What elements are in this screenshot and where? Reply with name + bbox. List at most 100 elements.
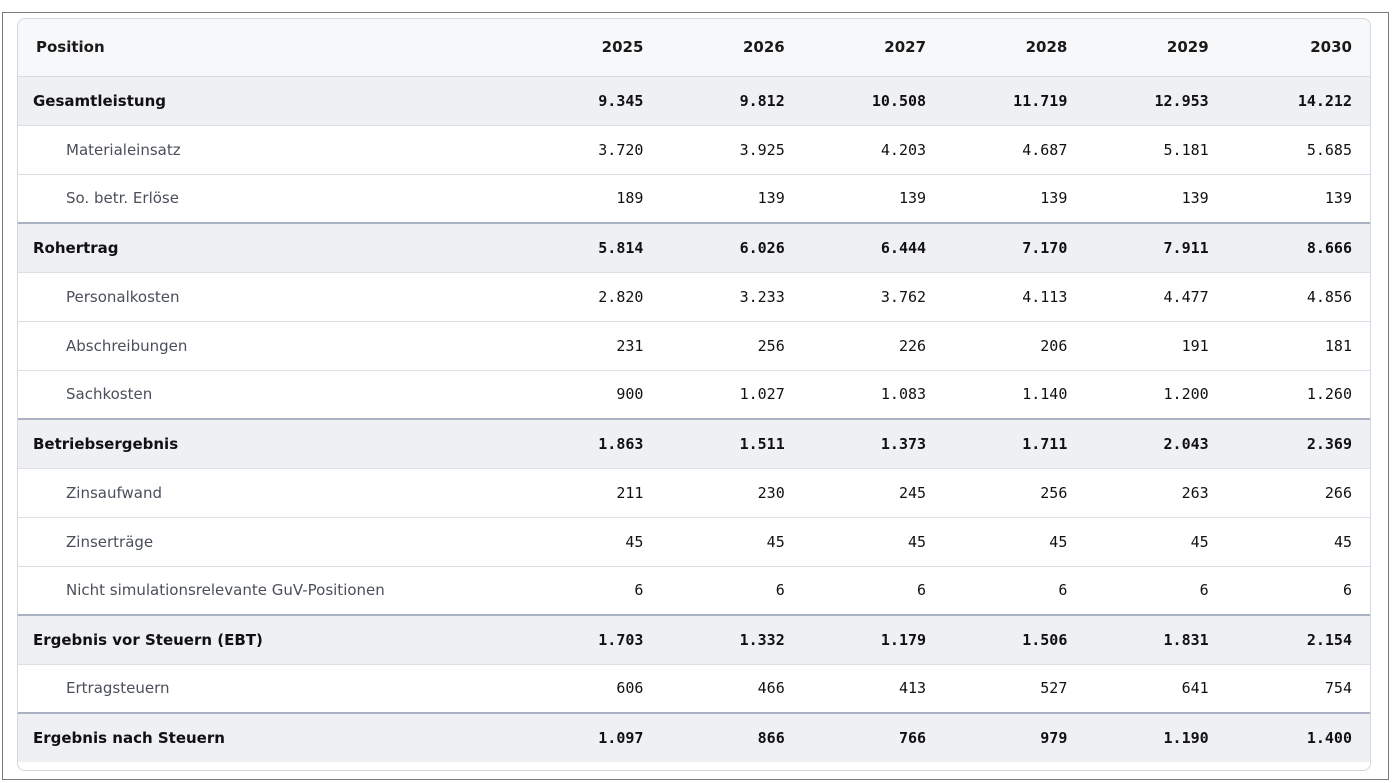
header-year: 2028 xyxy=(944,19,1086,77)
value-cell: 14.212 xyxy=(1226,76,1370,126)
value-cell: 1.190 xyxy=(1085,712,1227,762)
value-cell: 9.345 xyxy=(520,76,662,126)
row-label: Gesamtleistung xyxy=(18,76,521,126)
table-row-total: Ergebnis nach Steuern 1.097 866 766 979 1.190… xyxy=(18,712,1370,762)
table-row: Zinsaufwand 211 230 245 256 263 266 xyxy=(18,468,1370,518)
value-cell: 466 xyxy=(661,664,803,714)
row-label: Rohertrag xyxy=(18,222,521,273)
value-cell: 1.260 xyxy=(1226,370,1370,420)
value-cell: 4.113 xyxy=(944,272,1086,322)
value-cell: 139 xyxy=(802,174,945,224)
value-cell: 45 xyxy=(520,517,662,567)
table-row: Ertragsteuern 606 466 413 527 641 754 xyxy=(18,664,1370,714)
value-cell: 1.097 xyxy=(520,712,662,762)
value-cell: 45 xyxy=(661,517,803,567)
screenshot-frame: Position 2025 2026 2027 2028 2029 2030 G… xyxy=(2,12,1389,780)
value-cell: 45 xyxy=(1226,517,1370,567)
table-row: Personalkosten 2.820 3.233 3.762 4.113 4.477 4… xyxy=(18,272,1370,322)
value-cell: 1.831 xyxy=(1085,614,1227,665)
value-cell: 266 xyxy=(1226,468,1370,518)
header-year: 2025 xyxy=(520,19,662,77)
value-cell: 979 xyxy=(944,712,1086,762)
value-cell: 6 xyxy=(802,566,945,616)
value-cell: 7.911 xyxy=(1085,222,1227,273)
table-row: Sachkosten 900 1.027 1.083 1.140 1.200 1.260 xyxy=(18,370,1370,420)
table-header: Position 2025 2026 2027 2028 2029 2030 xyxy=(18,19,1370,77)
value-cell: 766 xyxy=(802,712,945,762)
header-year: 2029 xyxy=(1085,19,1227,77)
row-label: Ertragsteuern xyxy=(18,664,521,714)
row-label: Nicht simulationsrelevante GuV-Positione… xyxy=(18,566,521,616)
row-label: Personalkosten xyxy=(18,272,521,322)
row-label: Zinsaufwand xyxy=(18,468,521,518)
value-cell: 413 xyxy=(802,664,945,714)
table-row-total: Gesamtleistung 9.345 9.812 10.508 11.719 12.9… xyxy=(18,76,1370,126)
value-cell: 1.179 xyxy=(802,614,945,665)
row-label: Sachkosten xyxy=(18,370,521,420)
value-cell: 7.170 xyxy=(944,222,1086,273)
value-cell: 139 xyxy=(944,174,1086,224)
header-year: 2030 xyxy=(1226,19,1370,77)
value-cell: 606 xyxy=(520,664,662,714)
value-cell: 256 xyxy=(661,321,803,371)
value-cell: 6 xyxy=(661,566,803,616)
value-cell: 11.719 xyxy=(944,76,1086,126)
value-cell: 527 xyxy=(944,664,1086,714)
value-cell: 226 xyxy=(802,321,945,371)
value-cell: 2.820 xyxy=(520,272,662,322)
header-year: 2026 xyxy=(661,19,803,77)
value-cell: 4.203 xyxy=(802,125,945,175)
value-cell: 3.720 xyxy=(520,125,662,175)
value-cell: 6.444 xyxy=(802,222,945,273)
table-row: Abschreibungen 231 256 226 206 191 181 xyxy=(18,321,1370,371)
value-cell: 1.703 xyxy=(520,614,662,665)
header-year: 2027 xyxy=(802,19,945,77)
row-label: Ergebnis nach Steuern xyxy=(18,712,521,762)
value-cell: 189 xyxy=(520,174,662,224)
value-cell: 4.687 xyxy=(944,125,1086,175)
value-cell: 263 xyxy=(1085,468,1227,518)
value-cell: 5.181 xyxy=(1085,125,1227,175)
value-cell: 12.953 xyxy=(1085,76,1227,126)
guv-table-card: Position 2025 2026 2027 2028 2029 2030 G… xyxy=(17,18,1371,771)
value-cell: 1.711 xyxy=(944,418,1086,469)
table-row-total: Betriebsergebnis 1.863 1.511 1.373 1.711 2.04… xyxy=(18,418,1370,469)
value-cell: 1.332 xyxy=(661,614,803,665)
table-row: So. betr. Erlöse 189 139 139 139 139 139 xyxy=(18,174,1370,224)
value-cell: 900 xyxy=(520,370,662,420)
value-cell: 1.140 xyxy=(944,370,1086,420)
value-cell: 9.812 xyxy=(661,76,803,126)
row-label: Betriebsergebnis xyxy=(18,418,521,469)
value-cell: 231 xyxy=(520,321,662,371)
value-cell: 139 xyxy=(661,174,803,224)
value-cell: 1.083 xyxy=(802,370,945,420)
table-row: Nicht simulationsrelevante GuV-Positione… xyxy=(18,566,1370,616)
row-label: Ergebnis vor Steuern (EBT) xyxy=(18,614,521,665)
value-cell: 6.026 xyxy=(661,222,803,273)
row-label: So. betr. Erlöse xyxy=(18,174,521,224)
value-cell: 754 xyxy=(1226,664,1370,714)
value-cell: 2.154 xyxy=(1226,614,1370,665)
value-cell: 2.369 xyxy=(1226,418,1370,469)
value-cell: 5.685 xyxy=(1226,125,1370,175)
value-cell: 211 xyxy=(520,468,662,518)
table-row-total: Ergebnis vor Steuern (EBT) 1.703 1.332 1.17… xyxy=(18,614,1370,665)
value-cell: 1.506 xyxy=(944,614,1086,665)
value-cell: 256 xyxy=(944,468,1086,518)
value-cell: 4.856 xyxy=(1226,272,1370,322)
table-row: Zinserträge 45 45 45 45 45 45 xyxy=(18,517,1370,567)
value-cell: 1.200 xyxy=(1085,370,1227,420)
value-cell: 3.925 xyxy=(661,125,803,175)
value-cell: 139 xyxy=(1085,174,1227,224)
row-label: Materialeinsatz xyxy=(18,125,521,175)
value-cell: 6 xyxy=(944,566,1086,616)
value-cell: 4.477 xyxy=(1085,272,1227,322)
value-cell: 45 xyxy=(944,517,1086,567)
value-cell: 6 xyxy=(1085,566,1227,616)
header-row: Position 2025 2026 2027 2028 2029 2030 xyxy=(18,19,1370,77)
value-cell: 1.027 xyxy=(661,370,803,420)
value-cell: 6 xyxy=(1226,566,1370,616)
value-cell: 10.508 xyxy=(802,76,945,126)
value-cell: 45 xyxy=(802,517,945,567)
value-cell: 1.863 xyxy=(520,418,662,469)
